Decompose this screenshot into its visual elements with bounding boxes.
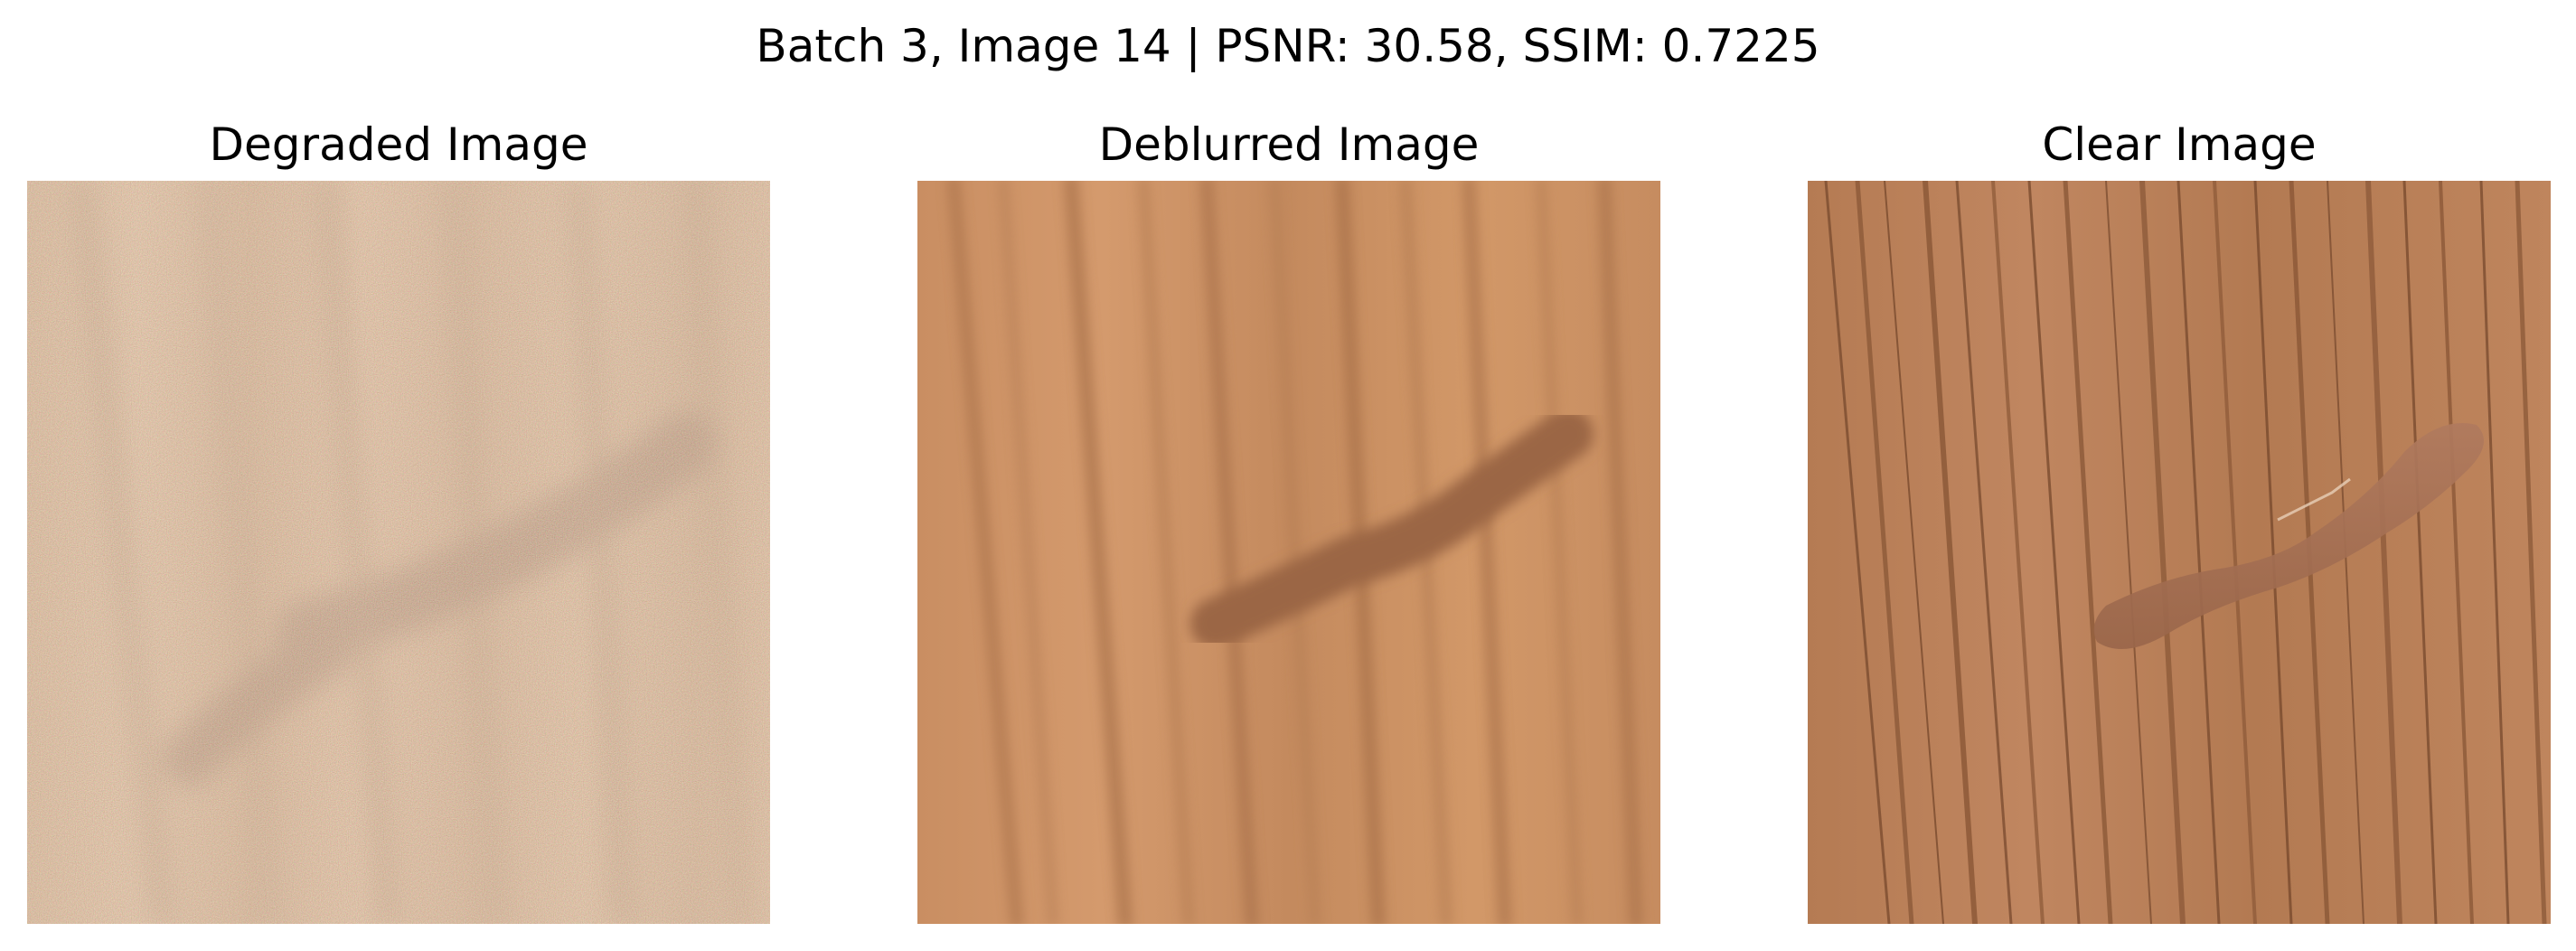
clear-image — [1808, 181, 2551, 924]
panel-clear: Clear Image — [1808, 108, 2551, 924]
deblurred-image — [917, 181, 1660, 924]
figure-title: Batch 3, Image 14 | PSNR: 30.58, SSIM: 0… — [756, 20, 1820, 72]
panel-deblurred: Deblurred Image — [917, 108, 1660, 924]
panel-title-deblurred: Deblurred Image — [1098, 118, 1480, 171]
panel-title-degraded: Degraded Image — [209, 118, 588, 171]
panel-degraded: Degraded Image — [27, 108, 770, 924]
panel-title-clear: Clear Image — [2042, 118, 2317, 171]
degraded-image — [27, 181, 770, 924]
